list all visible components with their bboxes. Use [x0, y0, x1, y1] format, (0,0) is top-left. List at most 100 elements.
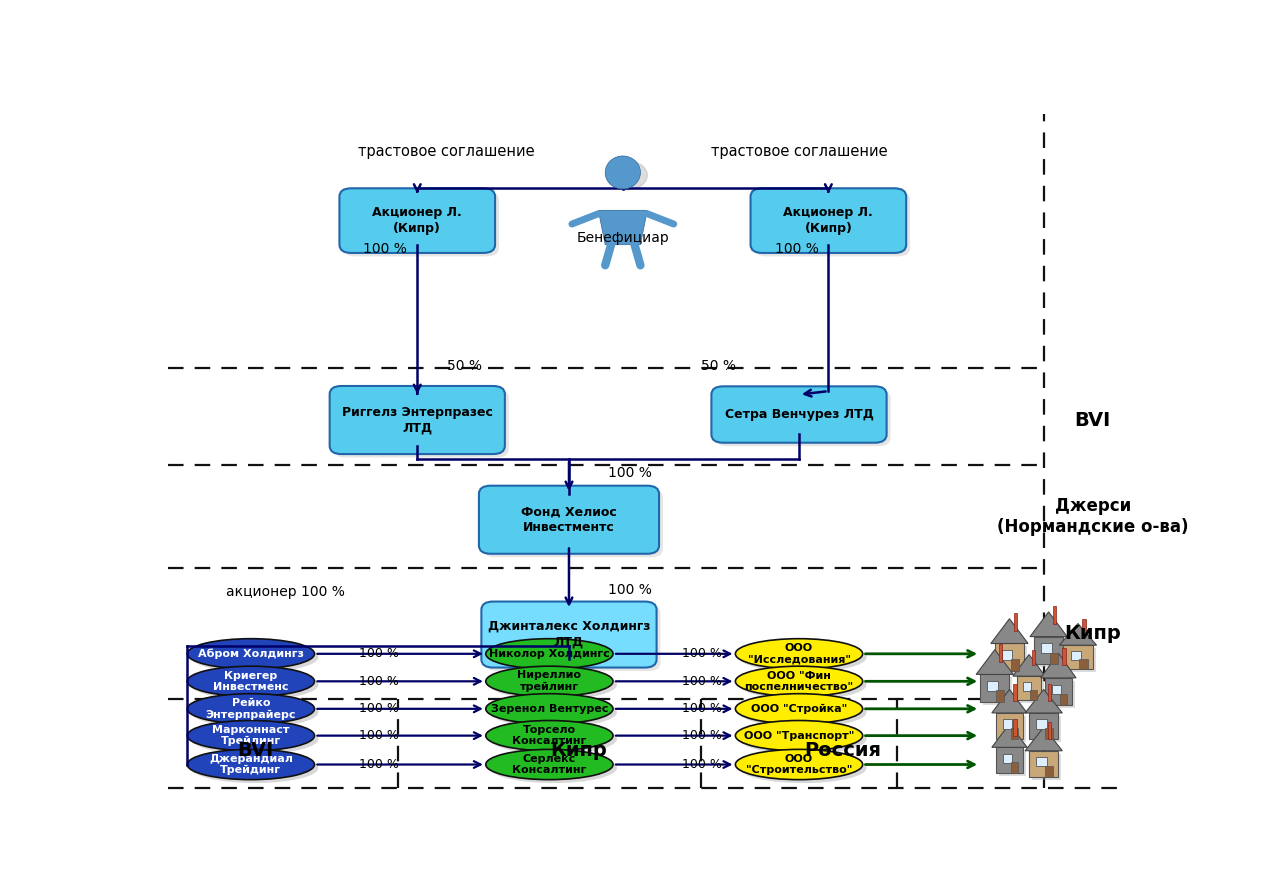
Ellipse shape	[490, 642, 616, 672]
Ellipse shape	[739, 753, 866, 783]
Text: 100 %: 100 %	[682, 647, 721, 660]
FancyBboxPatch shape	[482, 489, 663, 557]
Text: Николор Холдингс: Николор Холдингс	[489, 649, 610, 659]
FancyBboxPatch shape	[980, 674, 1009, 702]
Polygon shape	[991, 689, 1027, 713]
FancyBboxPatch shape	[1010, 763, 1018, 773]
Text: Бенефициар: Бенефициар	[576, 231, 669, 245]
Text: 100 %: 100 %	[682, 675, 721, 688]
FancyBboxPatch shape	[1032, 650, 1036, 665]
Polygon shape	[1031, 612, 1067, 637]
Ellipse shape	[739, 724, 866, 755]
Text: Риггелз Энтерпразес
ЛТД: Риггелз Энтерпразес ЛТД	[342, 405, 493, 435]
Ellipse shape	[735, 638, 863, 669]
Text: 100 %: 100 %	[359, 758, 398, 771]
Text: 100 %: 100 %	[774, 243, 818, 256]
Text: 100 %: 100 %	[359, 702, 398, 715]
Text: 50 %: 50 %	[701, 359, 736, 373]
Ellipse shape	[187, 694, 314, 724]
FancyBboxPatch shape	[340, 188, 495, 253]
Text: ООО
"Строительство": ООО "Строительство"	[746, 754, 853, 775]
FancyBboxPatch shape	[1013, 684, 1017, 701]
FancyBboxPatch shape	[1053, 606, 1056, 624]
Ellipse shape	[191, 753, 318, 783]
FancyBboxPatch shape	[1023, 682, 1032, 690]
FancyBboxPatch shape	[1071, 651, 1081, 660]
FancyBboxPatch shape	[1048, 684, 1051, 701]
FancyBboxPatch shape	[1010, 659, 1019, 671]
Text: BVI: BVI	[1075, 411, 1110, 430]
Text: Джерси
(Нормандские о-ва): Джерси (Нормандские о-ва)	[997, 497, 1188, 536]
Text: Кипр: Кипр	[551, 740, 608, 760]
FancyBboxPatch shape	[1003, 754, 1012, 763]
FancyBboxPatch shape	[1046, 766, 1053, 777]
Text: Зеренол Вентурес: Зеренол Вентурес	[491, 704, 608, 714]
FancyBboxPatch shape	[1062, 647, 1066, 665]
Ellipse shape	[187, 721, 314, 751]
Text: трастовое соглашение: трастовое соглашение	[711, 145, 888, 159]
Text: ООО "Транспорт": ООО "Транспорт"	[744, 730, 854, 740]
Circle shape	[606, 161, 647, 189]
Polygon shape	[1060, 623, 1096, 646]
Ellipse shape	[490, 753, 616, 783]
Text: Криегер
Инвестменс: Криегер Инвестменс	[213, 671, 289, 692]
FancyBboxPatch shape	[1014, 613, 1017, 631]
FancyBboxPatch shape	[1037, 757, 1047, 766]
Ellipse shape	[191, 697, 318, 728]
Text: BVI: BVI	[237, 740, 274, 760]
FancyBboxPatch shape	[1002, 650, 1013, 660]
Text: ООО
"Исследования": ООО "Исследования"	[748, 643, 850, 664]
FancyBboxPatch shape	[1017, 676, 1041, 700]
FancyBboxPatch shape	[1052, 685, 1061, 695]
FancyBboxPatch shape	[1010, 728, 1018, 739]
FancyBboxPatch shape	[1029, 713, 1058, 739]
Ellipse shape	[486, 721, 613, 751]
Text: Акционер Л.
(Кипр): Акционер Л. (Кипр)	[373, 206, 462, 235]
Ellipse shape	[490, 670, 616, 700]
FancyBboxPatch shape	[1031, 690, 1037, 700]
FancyBboxPatch shape	[754, 192, 911, 256]
Ellipse shape	[191, 670, 318, 700]
Text: 100 %: 100 %	[682, 730, 721, 742]
Polygon shape	[1026, 689, 1062, 713]
FancyBboxPatch shape	[1045, 678, 1072, 705]
Ellipse shape	[191, 724, 318, 755]
FancyBboxPatch shape	[333, 389, 509, 457]
Polygon shape	[1026, 727, 1062, 751]
FancyBboxPatch shape	[711, 387, 887, 443]
FancyBboxPatch shape	[1034, 637, 1063, 664]
Text: Сетра Венчурез ЛТД: Сетра Венчурез ЛТД	[725, 408, 874, 421]
Ellipse shape	[486, 694, 613, 724]
FancyBboxPatch shape	[1082, 619, 1086, 634]
Text: Ниреллио
трейлинг: Ниреллио трейлинг	[518, 671, 581, 692]
Text: Акционер Л.
(Кипр): Акционер Л. (Кипр)	[783, 206, 873, 235]
Text: трастовое соглашение: трастовое соглашение	[359, 145, 536, 159]
Ellipse shape	[486, 638, 613, 669]
Polygon shape	[1013, 655, 1046, 676]
Text: 100 %: 100 %	[359, 730, 398, 742]
Text: Торсело
Консалтинг: Торсело Консалтинг	[513, 725, 586, 747]
FancyBboxPatch shape	[1047, 680, 1075, 708]
FancyBboxPatch shape	[997, 690, 1004, 702]
FancyBboxPatch shape	[1037, 720, 1047, 729]
FancyBboxPatch shape	[1060, 694, 1067, 705]
Text: 100 %: 100 %	[682, 702, 721, 715]
FancyBboxPatch shape	[988, 681, 998, 691]
FancyBboxPatch shape	[1019, 679, 1045, 703]
Text: 100 %: 100 %	[609, 583, 652, 597]
Ellipse shape	[739, 642, 866, 672]
FancyBboxPatch shape	[983, 677, 1013, 705]
FancyBboxPatch shape	[1032, 715, 1061, 742]
Ellipse shape	[605, 156, 640, 189]
FancyBboxPatch shape	[1050, 653, 1058, 664]
Text: 100 %: 100 %	[359, 647, 398, 660]
FancyBboxPatch shape	[1080, 659, 1087, 669]
FancyBboxPatch shape	[999, 715, 1026, 742]
Ellipse shape	[735, 666, 863, 697]
FancyBboxPatch shape	[1029, 751, 1058, 777]
FancyBboxPatch shape	[1037, 639, 1066, 667]
Text: Джинталекс Холдингз
ЛТД: Джинталекс Холдингз ЛТД	[488, 620, 650, 649]
Polygon shape	[991, 724, 1027, 747]
FancyBboxPatch shape	[1046, 728, 1053, 739]
Ellipse shape	[187, 638, 314, 669]
